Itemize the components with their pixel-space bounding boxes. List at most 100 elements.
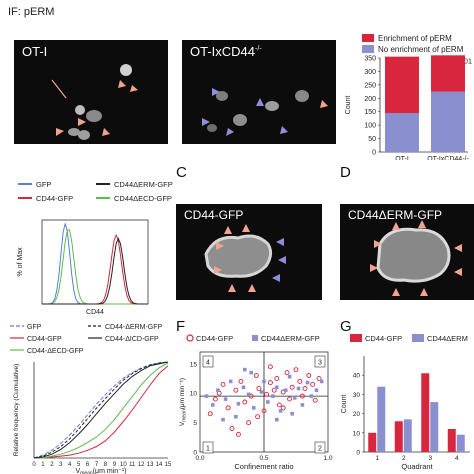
quadrant-bar-chart: CD44-GFP CD44ΔERM 0 10 20 30 40 Count Quadrant 1… [341, 334, 470, 471]
q-y-tick-label: 20 [353, 411, 361, 418]
sc-point-cd44 [253, 373, 259, 378]
sc-point-cd44derm [292, 396, 297, 400]
sc-point-cd44derm [319, 379, 324, 384]
enr-y-tick-label: 300 [364, 69, 376, 76]
q-legend-label: CD44ΔERM [427, 334, 468, 343]
enr-y-tick-label: 100 [364, 123, 376, 130]
sc-quadrant-label: 1 [206, 446, 210, 453]
sc-point-cd44derm [251, 406, 256, 410]
q-y-tick-label: 30 [353, 392, 361, 399]
micrograph-cd44-gfp [176, 204, 322, 300]
enr-y-tick-label: 150 [364, 109, 376, 116]
sc-x-axis-label: Confinement ratio [234, 462, 293, 471]
cum-legend-label: GFP [27, 324, 42, 331]
enr-y-tick-label: 250 [364, 82, 376, 89]
enr-y-tick-label: 50 [368, 136, 376, 143]
sc-point-cd44 [299, 393, 305, 399]
sc-point-cd44derm [234, 414, 238, 419]
sc-point-cd44 [271, 387, 277, 393]
cum-x-tick-label: 11 [129, 462, 136, 468]
sc-point-cd44 [264, 391, 270, 397]
micrograph-cd44derm-gfp-label: CD44ΔERM-GFP [348, 208, 443, 222]
q-y-tick-label: 40 [353, 373, 361, 380]
q-y-axis-label: Count [341, 395, 348, 414]
sc-point-cd44 [302, 386, 308, 391]
q-bar [403, 419, 412, 452]
facs-frame [41, 219, 149, 305]
sc-point-cd44derm [228, 379, 233, 384]
sc-point-cd44derm [216, 388, 220, 393]
sc-point-cd44derm [283, 388, 288, 393]
sc-point-cd44 [267, 364, 273, 370]
sc-quadrant-box [202, 441, 214, 454]
facs-legend-label: CD44ΔECD-GFP [114, 194, 172, 203]
enr-legend-label: Enrichment of pERM [378, 34, 452, 43]
sc-y-tick-label: 0 [193, 450, 197, 457]
sc-point-cd44derm [223, 397, 228, 401]
micrograph-cd44derm-gfp-cell [370, 220, 462, 296]
facs-histogram-chart: GFP CD44-GFP CD44ΔERM-GFP CD44ΔECD-GFP % of… [17, 180, 173, 316]
sc-legend-label: CD44ΔERM-GFP [261, 334, 320, 343]
figure-header-label: IF: pERM [8, 6, 55, 18]
facs-legend-label: GFP [36, 180, 51, 189]
sc-point-cd44 [225, 405, 231, 411]
micrograph-cd44-gfp-cell [204, 224, 286, 292]
cum-x-tick-label: 9 [113, 462, 117, 468]
sc-x-tick-label: 1.0 [323, 455, 332, 462]
sc-point-cd44 [316, 376, 322, 381]
sc-point-cd44derm [309, 394, 314, 398]
cum-x-tick-label: 0 [32, 462, 36, 468]
enr-y-tick-label: 200 [364, 96, 376, 103]
sc-point-cd44 [287, 396, 293, 402]
sc-point-cd44 [293, 367, 299, 373]
cum-series-line [33, 361, 169, 459]
enr-bar-segment [431, 55, 465, 92]
sc-point-cd44 [207, 411, 213, 417]
sc-point-cd44derm [300, 403, 305, 407]
sc-point-cd44 [267, 380, 273, 386]
sc-point-cd44derm [275, 417, 279, 422]
cumulative-frequency-chart: GFP CD44-GFP CD44-ΔECD-GFP CD44-ΔERM-GFP CD4… [10, 324, 172, 474]
panel-letter-g: G [340, 318, 352, 335]
q-y-tick-label: 0 [356, 450, 360, 457]
sc-legend-label: CD44-GFP [196, 334, 233, 343]
sc-y-tick-label: 15 [190, 361, 198, 368]
cum-x-tick-label: 1 [41, 462, 45, 468]
micrograph-ot-ixcd44-label-sup: -/- [255, 45, 262, 53]
sc-point-cd44 [289, 384, 295, 390]
sc-point-cd44 [255, 414, 261, 420]
enr-y-tick-label: 0 [372, 150, 376, 157]
cum-x-tick-label: 5 [77, 462, 81, 468]
sc-point-cd44 [297, 378, 303, 384]
sc-quadrant-label: 3 [318, 360, 322, 367]
sc-point-cd44derm [211, 403, 215, 407]
facs-peak-low [42, 229, 148, 305]
facs-legend-label: CD44ΔERM-GFP [114, 180, 173, 189]
sc-point-cd44derm [290, 411, 294, 416]
q-legend-label: CD44-GFP [365, 334, 402, 343]
micrograph-ot-ixcd44-cells [202, 88, 328, 136]
cum-legend-label: CD44-GFP [27, 336, 62, 343]
q-bar [377, 386, 386, 452]
sc-y-tick-label: 5 [193, 420, 197, 427]
cum-legend-label: CD44-ΔERM-GFP [105, 324, 163, 331]
enr-y-tick-label: 350 [364, 56, 376, 63]
cum-x-tick-label: 2 [50, 462, 54, 468]
sc-point-cd44 [238, 378, 244, 384]
sc-y-axis-label: Vmean(μm min⁻¹) [179, 378, 188, 426]
panel-letter-d: D [340, 164, 351, 181]
sc-point-cd44 [310, 381, 316, 387]
facs-y-axis-label: % of Max [17, 247, 24, 277]
enr-bar-segment [385, 56, 419, 114]
micrograph-ot-ixcd44 [182, 40, 336, 144]
sc-quadrant-label: 2 [318, 446, 322, 453]
cum-x-tick-label: 6 [86, 462, 90, 468]
sc-quadrant-box [202, 355, 214, 368]
facs-peak-high [42, 237, 148, 305]
sc-point-cd44derm [266, 400, 270, 404]
q-bar [430, 402, 439, 452]
q-bar [447, 428, 456, 452]
sc-point-cd44derm [271, 394, 275, 398]
sc-point-cd44derm [241, 385, 246, 390]
